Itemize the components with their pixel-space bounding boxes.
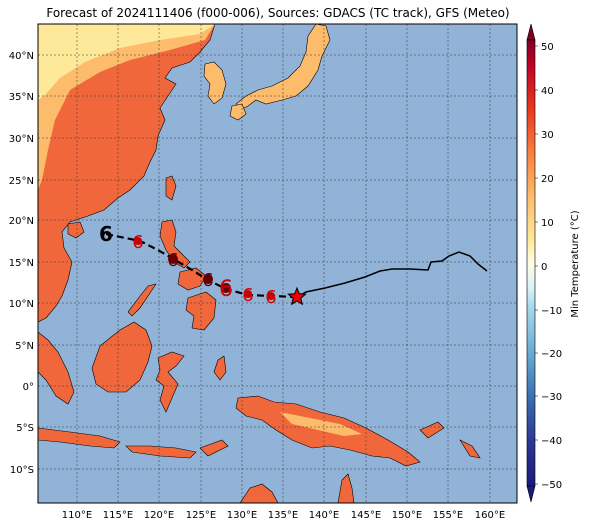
lat-tick-label: 25°N	[9, 176, 34, 187]
colorbar-tick-label: −50	[541, 480, 562, 491]
lon-tick-label: 155°E	[433, 510, 463, 521]
observed-track-line	[296, 251, 488, 298]
colorbar-tick-label: −40	[541, 436, 562, 447]
cyclone-symbol: 6	[167, 250, 178, 271]
lat-tick-label: 20°N	[9, 216, 34, 227]
colorbar-label: Min Temperature (°C)	[570, 210, 581, 317]
lat-tick-label: 0°	[23, 382, 34, 393]
lat-tick-label: 5°N	[15, 341, 34, 352]
lat-tick-label: 35°N	[9, 92, 34, 103]
cyclone-symbol: 6	[242, 285, 253, 306]
lon-tick-label: 160°E	[475, 510, 505, 521]
land-asia-highlands	[38, 24, 215, 190]
land-lesser-sunda	[125, 445, 197, 459]
land-borneo	[91, 321, 153, 393]
land-solomon	[459, 439, 481, 459]
lat-tick-label: 5°S	[16, 423, 34, 434]
cyclone-symbol: 6	[265, 287, 276, 308]
lon-tick-label: 140°E	[309, 510, 339, 521]
land-palawan	[127, 283, 157, 317]
colorbar-tick-label: 40	[541, 86, 554, 97]
colorbar-scale	[526, 39, 536, 487]
map-frame	[37, 23, 518, 504]
land-australia	[239, 483, 279, 503]
colorbar-bottom-arrow	[526, 485, 536, 503]
lon-tick-label: 135°E	[268, 510, 298, 521]
colorbar-tick-label: 20	[541, 174, 554, 185]
colorbar-tick-label: 30	[541, 130, 554, 141]
lon-tick-label: 115°E	[103, 510, 133, 521]
colorbar-tick-label: −20	[541, 349, 562, 360]
lon-tick-label: 145°E	[351, 510, 381, 521]
cyclone-symbol: 6	[219, 277, 233, 302]
lat-tick-label: 40°N	[9, 51, 34, 62]
land-taiwan	[165, 175, 177, 201]
colorbar-top-arrow	[526, 23, 536, 41]
map-panel: 6 6 6 6 6 6 6	[38, 24, 517, 503]
land-hainan	[67, 221, 85, 239]
colorbar-tick-label: 0	[541, 262, 547, 273]
land-asia-cold	[38, 24, 215, 100]
svg-text:6: 6	[167, 250, 178, 271]
colorbar-tick-label: 10	[541, 218, 554, 229]
lat-tick-label: 30°N	[9, 134, 34, 145]
lat-tick-label: 10°S	[10, 465, 34, 476]
cyclone-symbol: 6	[99, 222, 113, 246]
svg-text:6: 6	[265, 287, 276, 308]
longitude-ticks: 110°E 115°E 120°E 125°E 130°E 135°E 140°…	[62, 510, 505, 521]
forecast-track-line	[105, 232, 298, 299]
svg-text:6: 6	[219, 277, 233, 302]
colorbar: 50 40 30 20 10 0 −10 −20 −30 −40 −50 Min…	[526, 23, 581, 503]
land-sumatra	[38, 331, 75, 405]
land-timor	[199, 439, 229, 457]
svg-text:6: 6	[202, 270, 213, 291]
lon-tick-label: 110°E	[62, 510, 92, 521]
land-asia-mainland	[38, 24, 216, 323]
colorbar-tick-label: −30	[541, 392, 562, 403]
cyclone-symbol: 6	[202, 270, 213, 291]
land-korea	[203, 61, 227, 105]
svg-text:6: 6	[99, 222, 113, 246]
lon-tick-label: 125°E	[186, 510, 216, 521]
lon-tick-label: 130°E	[227, 510, 257, 521]
lat-tick-label: 10°N	[9, 299, 34, 310]
land-java	[38, 427, 121, 449]
svg-text:6: 6	[242, 285, 253, 306]
lat-tick-label: 15°N	[9, 258, 34, 269]
lon-tick-label: 120°E	[144, 510, 174, 521]
land-new-guinea-highlands	[280, 412, 362, 436]
cyclone-symbol: 6	[132, 232, 143, 253]
land-cape-york	[337, 473, 355, 503]
land-halmahera	[213, 355, 227, 381]
star-icon	[287, 286, 307, 306]
map-title: Forecast of 2024111406 (f000-006), Sourc…	[46, 6, 510, 20]
colorbar-tick-label: 50	[541, 42, 554, 53]
lon-tick-label: 150°E	[392, 510, 422, 521]
land-mindanao	[185, 291, 217, 331]
latitude-ticks: 40°N 35°N 30°N 25°N 20°N 15°N 10°N 5°N 0…	[9, 51, 34, 476]
land-new-britain	[419, 421, 445, 439]
svg-text:6: 6	[132, 232, 143, 253]
land-sulawesi	[155, 351, 185, 413]
colorbar-tick-label: −10	[541, 306, 562, 317]
